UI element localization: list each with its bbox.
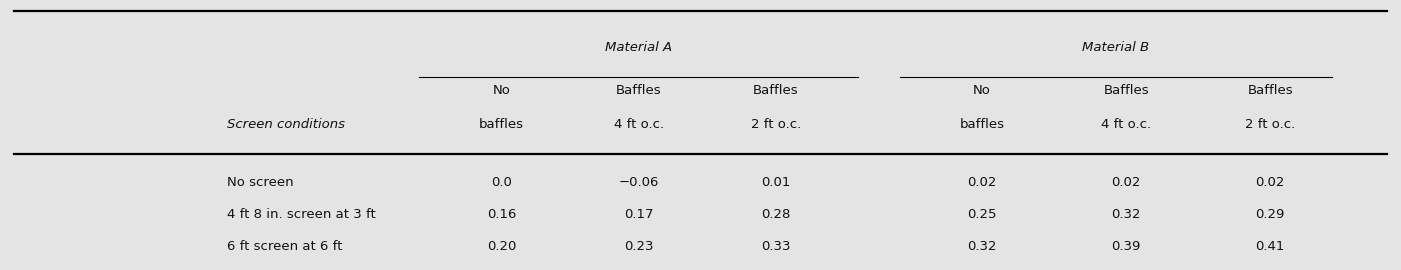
Text: Baffles: Baffles	[754, 83, 799, 96]
Text: 0.20: 0.20	[486, 240, 516, 253]
Text: No screen: No screen	[227, 176, 293, 189]
Text: No: No	[493, 83, 510, 96]
Text: 4 ft 8 in. screen at 3 ft: 4 ft 8 in. screen at 3 ft	[227, 208, 375, 221]
Text: Baffles: Baffles	[616, 83, 661, 96]
Text: No: No	[974, 83, 991, 96]
Text: baffles: baffles	[960, 118, 1005, 131]
Text: Material B: Material B	[1082, 41, 1149, 54]
Text: Material A: Material A	[605, 41, 672, 54]
Text: 0.41: 0.41	[1255, 240, 1285, 253]
Text: 0.28: 0.28	[761, 208, 790, 221]
Text: 0.0: 0.0	[490, 176, 511, 189]
Text: 0.32: 0.32	[967, 240, 996, 253]
Text: 2 ft o.c.: 2 ft o.c.	[751, 118, 801, 131]
Text: 0.32: 0.32	[1111, 208, 1140, 221]
Text: baffles: baffles	[479, 118, 524, 131]
Text: −0.06: −0.06	[618, 176, 658, 189]
Text: 2 ft o.c.: 2 ft o.c.	[1245, 118, 1296, 131]
Text: 0.25: 0.25	[967, 208, 996, 221]
Text: Baffles: Baffles	[1104, 83, 1149, 96]
Text: 0.02: 0.02	[1255, 176, 1285, 189]
Text: 0.39: 0.39	[1111, 240, 1140, 253]
Text: Baffles: Baffles	[1247, 83, 1293, 96]
Text: Screen conditions: Screen conditions	[227, 118, 345, 131]
Text: 0.02: 0.02	[1111, 176, 1140, 189]
Text: 6 ft screen at 6 ft: 6 ft screen at 6 ft	[227, 240, 342, 253]
Text: 0.17: 0.17	[623, 208, 653, 221]
Text: 0.16: 0.16	[486, 208, 516, 221]
Text: 4 ft o.c.: 4 ft o.c.	[614, 118, 664, 131]
Text: 0.02: 0.02	[967, 176, 996, 189]
Text: 0.33: 0.33	[761, 240, 790, 253]
Text: 0.01: 0.01	[761, 176, 790, 189]
Text: 0.29: 0.29	[1255, 208, 1285, 221]
Text: 0.23: 0.23	[623, 240, 653, 253]
Text: 4 ft o.c.: 4 ft o.c.	[1101, 118, 1152, 131]
